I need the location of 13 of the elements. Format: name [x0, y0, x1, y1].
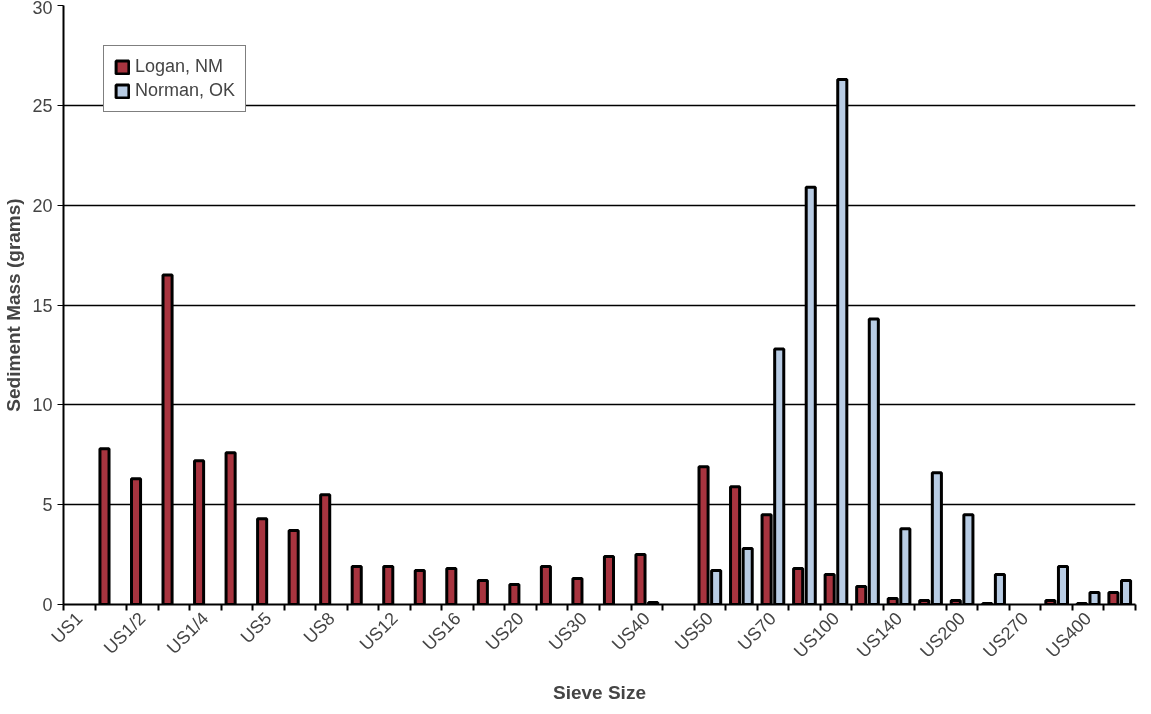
x-axis-title: Sieve Size — [553, 681, 646, 703]
legend-label: Norman, OK — [135, 80, 236, 101]
y-tick-label: 0 — [42, 595, 53, 615]
y-tick-label: 15 — [32, 295, 53, 316]
y-tick-label: 25 — [32, 95, 53, 116]
y-axis-title: Sediment Mass (grams) — [3, 198, 25, 412]
x-tick-label: US5 — [236, 608, 276, 648]
x-tick-label: US8 — [299, 608, 339, 648]
y-tick-label: 10 — [32, 395, 53, 416]
y-tick-label: 5 — [42, 495, 53, 516]
y-tick-label: 30 — [32, 0, 53, 18]
legend-label: Logan, NM — [135, 56, 224, 77]
y-tick-label: 20 — [32, 195, 53, 216]
